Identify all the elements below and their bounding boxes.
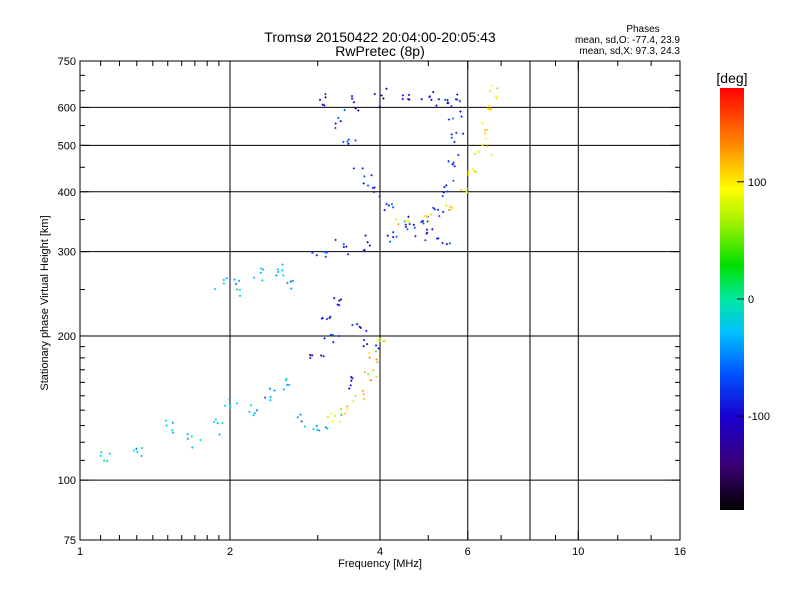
- chart-subtitle: RwPretec (8p): [335, 43, 424, 59]
- series-6: [99, 377, 329, 463]
- y-tick-label: 100: [58, 475, 76, 487]
- x-tick-labels: 1 2 4 6 10 16: [77, 546, 686, 558]
- y-tick-label: 400: [58, 187, 76, 199]
- y-tick-label: 200: [58, 331, 76, 343]
- y-tick-label: 300: [58, 247, 76, 259]
- series-1: [334, 108, 451, 246]
- series-3: [318, 87, 450, 112]
- series-0: [311, 93, 465, 258]
- series-2: [394, 84, 499, 226]
- phase-legend-o-mode: mean, sd,O: -77.4, 23.9: [575, 35, 680, 46]
- axis-ticks: [79, 60, 681, 541]
- colorbar-tick-label: -100: [748, 411, 770, 423]
- y-tick-label: 750: [58, 56, 76, 68]
- grid: [80, 61, 680, 540]
- x-tick-label: 16: [674, 546, 686, 558]
- x-tick-label: 10: [572, 546, 584, 558]
- phase-legend-x-mode: mean, sd,X: 97.3, 24.3: [579, 46, 680, 57]
- colorbar-ticks: 100 0 -100: [737, 177, 770, 423]
- x-axis-label: Frequency [MHz]: [338, 558, 422, 570]
- series-7: [213, 263, 295, 297]
- y-tick-label: 75: [64, 535, 76, 547]
- series-4: [308, 297, 380, 390]
- colorbar-label: [deg]: [716, 70, 747, 86]
- data-points: [99, 84, 499, 463]
- x-tick-label: 1: [77, 546, 83, 558]
- colorbar-tick-label: 0: [748, 294, 754, 306]
- chart-title: Tromsø 20150422 20:04:00-20:05:43: [264, 29, 496, 45]
- series-5: [326, 337, 387, 424]
- y-tick-label: 500: [58, 140, 76, 152]
- y-axis-label: Stationary phase Virtual Height [km]: [39, 215, 51, 390]
- y-tick-label: 600: [58, 102, 76, 114]
- colorbar-tick-label: 100: [748, 177, 766, 189]
- y-tick-labels: 75 100 200 300 400 500 600 750: [58, 56, 76, 547]
- phase-legend-title: Phases: [626, 24, 659, 35]
- x-tick-label: 4: [377, 546, 383, 558]
- x-tick-label: 6: [465, 546, 471, 558]
- x-tick-label: 2: [227, 546, 233, 558]
